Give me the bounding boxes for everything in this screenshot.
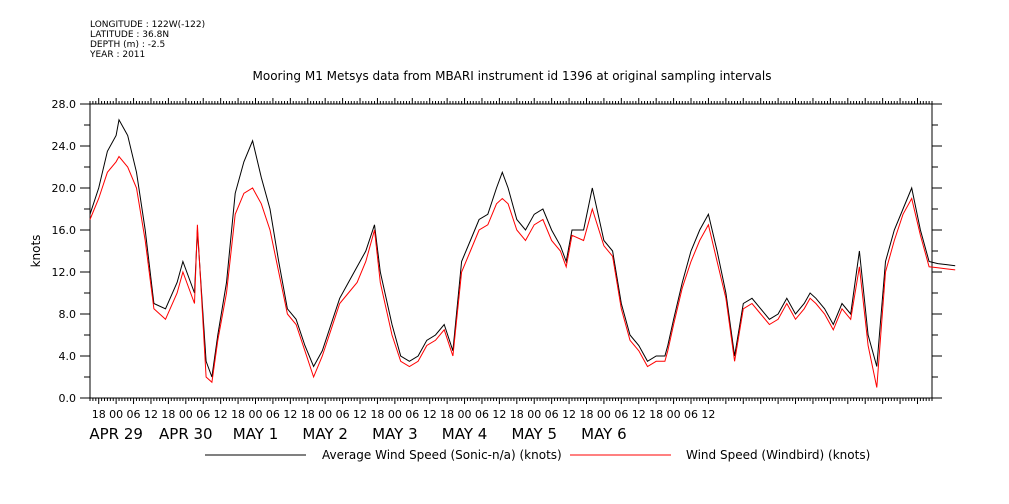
x-hour-label: 18: [579, 408, 593, 421]
x-day-label: MAY 6: [581, 425, 627, 443]
x-hour-label: 12: [701, 408, 715, 421]
x-hour-label: 18: [301, 408, 315, 421]
y-tick-label: 24.0: [52, 140, 77, 153]
legend-label: Wind Speed (Windbird) (knots): [686, 448, 870, 462]
depth-label: DEPTH (m) : -2.5: [90, 40, 166, 50]
x-hour-label: 00: [318, 408, 332, 421]
y-tick-label: 12.0: [52, 266, 77, 279]
y-tick-label: 16.0: [52, 224, 77, 237]
x-hour-label: 12: [214, 408, 228, 421]
x-hour-label: 06: [266, 408, 280, 421]
x-hour-label: 12: [562, 408, 576, 421]
x-hour-label: 18: [161, 408, 175, 421]
x-day-label: MAY 3: [372, 425, 418, 443]
series-layer: [89, 118, 956, 388]
x-day-label: MAY 4: [442, 425, 488, 443]
series-wind-speed-windbird: [89, 155, 956, 388]
x-hour-label: 12: [423, 408, 437, 421]
x-hour-label: 00: [458, 408, 472, 421]
x-hour-label: 00: [597, 408, 611, 421]
x-hour-label: 06: [475, 408, 489, 421]
x-hour-label: 00: [388, 408, 402, 421]
series-average-wind-speed: [89, 118, 956, 378]
y-axis-label: knots: [29, 235, 43, 268]
x-hour-label: 00: [527, 408, 541, 421]
x-hour-label: 00: [179, 408, 193, 421]
y-ticks: 0.0 4.0 8.0 12.0 16.0 20.0 24.0 28.0: [52, 98, 942, 405]
legend: Average Wind Speed (Sonic-n/a) (knots) Wi…: [205, 448, 870, 462]
x-hour-label: 12: [283, 408, 297, 421]
x-hour-label: 12: [632, 408, 646, 421]
legend-label: Average Wind Speed (Sonic-n/a) (knots): [322, 448, 562, 462]
x-hour-label: 18: [440, 408, 454, 421]
x-hour-label: 00: [248, 408, 262, 421]
x-hour-label: 18: [510, 408, 524, 421]
longitude-label: LONGITUDE : 122W(-122): [90, 20, 206, 30]
x-ticks: 18 00 06 12 18 00 06 12 18 00 06 12 18 00 06 12 18 00 06 12…: [89, 98, 933, 443]
y-tick-label: 8.0: [59, 308, 77, 321]
x-day-label: APR 29: [89, 425, 143, 443]
x-hour-label: 06: [336, 408, 350, 421]
y-tick-label: 28.0: [52, 98, 77, 111]
x-hour-label: 00: [109, 408, 123, 421]
y-tick-label: 4.0: [59, 350, 77, 363]
x-hour-label: 06: [127, 408, 141, 421]
x-day-label: MAY 5: [511, 425, 557, 443]
x-hour-label: 18: [92, 408, 106, 421]
x-day-label: APR 30: [159, 425, 213, 443]
year-label: YEAR : 2011: [90, 50, 146, 60]
x-hour-label: 06: [405, 408, 419, 421]
x-hour-label: 06: [614, 408, 628, 421]
x-hour-label: 18: [649, 408, 663, 421]
chart-title: Mooring M1 Metsys data from MBARI instru…: [253, 69, 772, 83]
x-hour-label: 06: [196, 408, 210, 421]
x-hour-label: 06: [684, 408, 698, 421]
y-tick-label: 0.0: [59, 392, 77, 405]
x-day-label: MAY 2: [302, 425, 348, 443]
x-day-label: MAY 1: [233, 425, 279, 443]
x-hour-label: 18: [231, 408, 245, 421]
x-hour-label: 18: [370, 408, 384, 421]
x-hour-label: 12: [492, 408, 506, 421]
x-hour-label: 12: [353, 408, 367, 421]
x-hour-label: 12: [144, 408, 158, 421]
metadata-block: LONGITUDE : 122W(-122) LATITUDE : 36.8N …: [90, 20, 205, 60]
x-hour-label: 00: [667, 408, 681, 421]
y-tick-label: 20.0: [52, 182, 77, 195]
latitude-label: LATITUDE : 36.8N: [90, 30, 170, 40]
x-hour-label: 06: [545, 408, 559, 421]
